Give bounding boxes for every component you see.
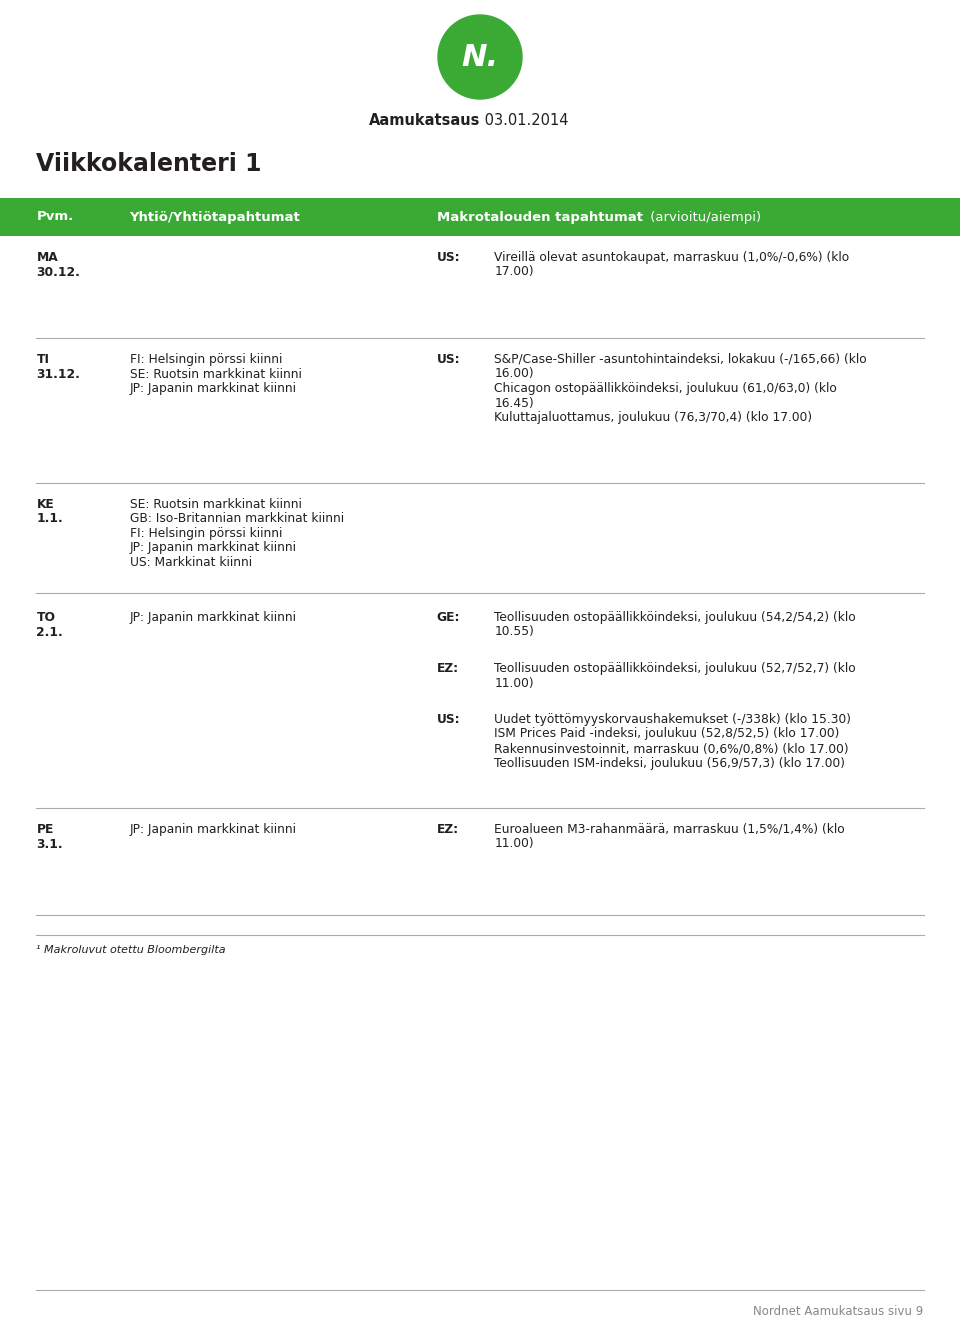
Text: FI: Helsingin pörssi kiinni: FI: Helsingin pörssi kiinni xyxy=(130,527,282,540)
Text: S&P/Case-Shiller -asuntohintaindeksi, lokakuu (-/165,66) (klo: S&P/Case-Shiller -asuntohintaindeksi, lo… xyxy=(494,353,867,367)
Text: Teollisuuden ostopäällikköindeksi, joulukuu (52,7/52,7) (klo: Teollisuuden ostopäällikköindeksi, joulu… xyxy=(494,663,856,674)
Text: EZ:: EZ: xyxy=(437,822,459,836)
Text: US: Markkinat kiinni: US: Markkinat kiinni xyxy=(130,556,252,569)
Text: 30.12.: 30.12. xyxy=(36,265,81,279)
Text: 17.00): 17.00) xyxy=(494,265,534,279)
Text: FI: Helsingin pörssi kiinni: FI: Helsingin pörssi kiinni xyxy=(130,353,282,367)
Text: TO: TO xyxy=(36,611,56,624)
Text: SE: Ruotsin markkinat kiinni: SE: Ruotsin markkinat kiinni xyxy=(130,499,301,511)
Text: 1.1.: 1.1. xyxy=(36,512,63,525)
Text: Euroalueen M3-rahanmäärä, marraskuu (1,5%/1,4%) (klo: Euroalueen M3-rahanmäärä, marraskuu (1,5… xyxy=(494,822,845,836)
Text: Makrotalouden tapahtumat: Makrotalouden tapahtumat xyxy=(437,211,643,224)
Text: US:: US: xyxy=(437,353,461,367)
Text: 11.00): 11.00) xyxy=(494,837,534,850)
FancyBboxPatch shape xyxy=(0,199,960,236)
Text: 03.01.2014: 03.01.2014 xyxy=(480,113,568,128)
Text: EZ:: EZ: xyxy=(437,663,459,674)
Text: KE: KE xyxy=(36,499,54,511)
Text: MA: MA xyxy=(36,251,59,264)
Text: 3.1.: 3.1. xyxy=(36,837,63,850)
Text: PE: PE xyxy=(36,822,54,836)
Text: Aamukatsaus: Aamukatsaus xyxy=(369,113,480,128)
Text: Vireillä olevat asuntokaupat, marraskuu (1,0%/-0,6%) (klo: Vireillä olevat asuntokaupat, marraskuu … xyxy=(494,251,850,264)
Text: Rakennusinvestoinnit, marraskuu (0,6%/0,8%) (klo 17.00): Rakennusinvestoinnit, marraskuu (0,6%/0,… xyxy=(494,742,849,754)
Text: TI: TI xyxy=(36,353,50,367)
Text: Kuluttajaluottamus, joulukuu (76,3/70,4) (klo 17.00): Kuluttajaluottamus, joulukuu (76,3/70,4)… xyxy=(494,411,812,424)
Text: JP: Japanin markkinat kiinni: JP: Japanin markkinat kiinni xyxy=(130,383,297,395)
Text: 2.1.: 2.1. xyxy=(36,625,63,639)
Text: (arvioitu/aiempi): (arvioitu/aiempi) xyxy=(646,211,761,224)
Text: Yhtiö/Yhtiötapahtumat: Yhtiö/Yhtiötapahtumat xyxy=(130,211,300,224)
Text: US:: US: xyxy=(437,713,461,726)
Text: GB: Iso-Britannian markkinat kiinni: GB: Iso-Britannian markkinat kiinni xyxy=(130,512,344,525)
Text: GE:: GE: xyxy=(437,611,460,624)
Text: SE: Ruotsin markkinat kiinni: SE: Ruotsin markkinat kiinni xyxy=(130,368,301,380)
Text: Uudet työttömyyskorvaushakemukset (-/338k) (klo 15.30): Uudet työttömyyskorvaushakemukset (-/338… xyxy=(494,713,852,726)
Text: US:: US: xyxy=(437,251,461,264)
Text: Pvm.: Pvm. xyxy=(36,211,74,224)
Text: 31.12.: 31.12. xyxy=(36,368,81,380)
Text: 16.00): 16.00) xyxy=(494,368,534,380)
Text: Teollisuuden ostopäällikköindeksi, joulukuu (54,2/54,2) (klo: Teollisuuden ostopäällikköindeksi, joulu… xyxy=(494,611,856,624)
Text: ¹ Makroluvut otettu Bloombergilta: ¹ Makroluvut otettu Bloombergilta xyxy=(36,945,227,954)
Text: Nordnet Aamukatsaus sivu 9: Nordnet Aamukatsaus sivu 9 xyxy=(754,1305,924,1318)
Text: ISM Prices Paid -indeksi, joulukuu (52,8/52,5) (klo 17.00): ISM Prices Paid -indeksi, joulukuu (52,8… xyxy=(494,728,840,741)
Circle shape xyxy=(438,15,522,99)
Text: 10.55): 10.55) xyxy=(494,625,535,639)
Text: JP: Japanin markkinat kiinni: JP: Japanin markkinat kiinni xyxy=(130,541,297,555)
Text: 16.45): 16.45) xyxy=(494,396,534,409)
Text: Chicagon ostopäällikköindeksi, joulukuu (61,0/63,0) (klo: Chicagon ostopäällikköindeksi, joulukuu … xyxy=(494,383,837,395)
Text: N.: N. xyxy=(462,43,498,72)
Text: 11.00): 11.00) xyxy=(494,677,534,689)
Text: Viikkokalenteri 1: Viikkokalenteri 1 xyxy=(36,152,262,176)
Text: Teollisuuden ISM-indeksi, joulukuu (56,9/57,3) (klo 17.00): Teollisuuden ISM-indeksi, joulukuu (56,9… xyxy=(494,757,846,769)
Text: JP: Japanin markkinat kiinni: JP: Japanin markkinat kiinni xyxy=(130,822,297,836)
Text: JP: Japanin markkinat kiinni: JP: Japanin markkinat kiinni xyxy=(130,611,297,624)
